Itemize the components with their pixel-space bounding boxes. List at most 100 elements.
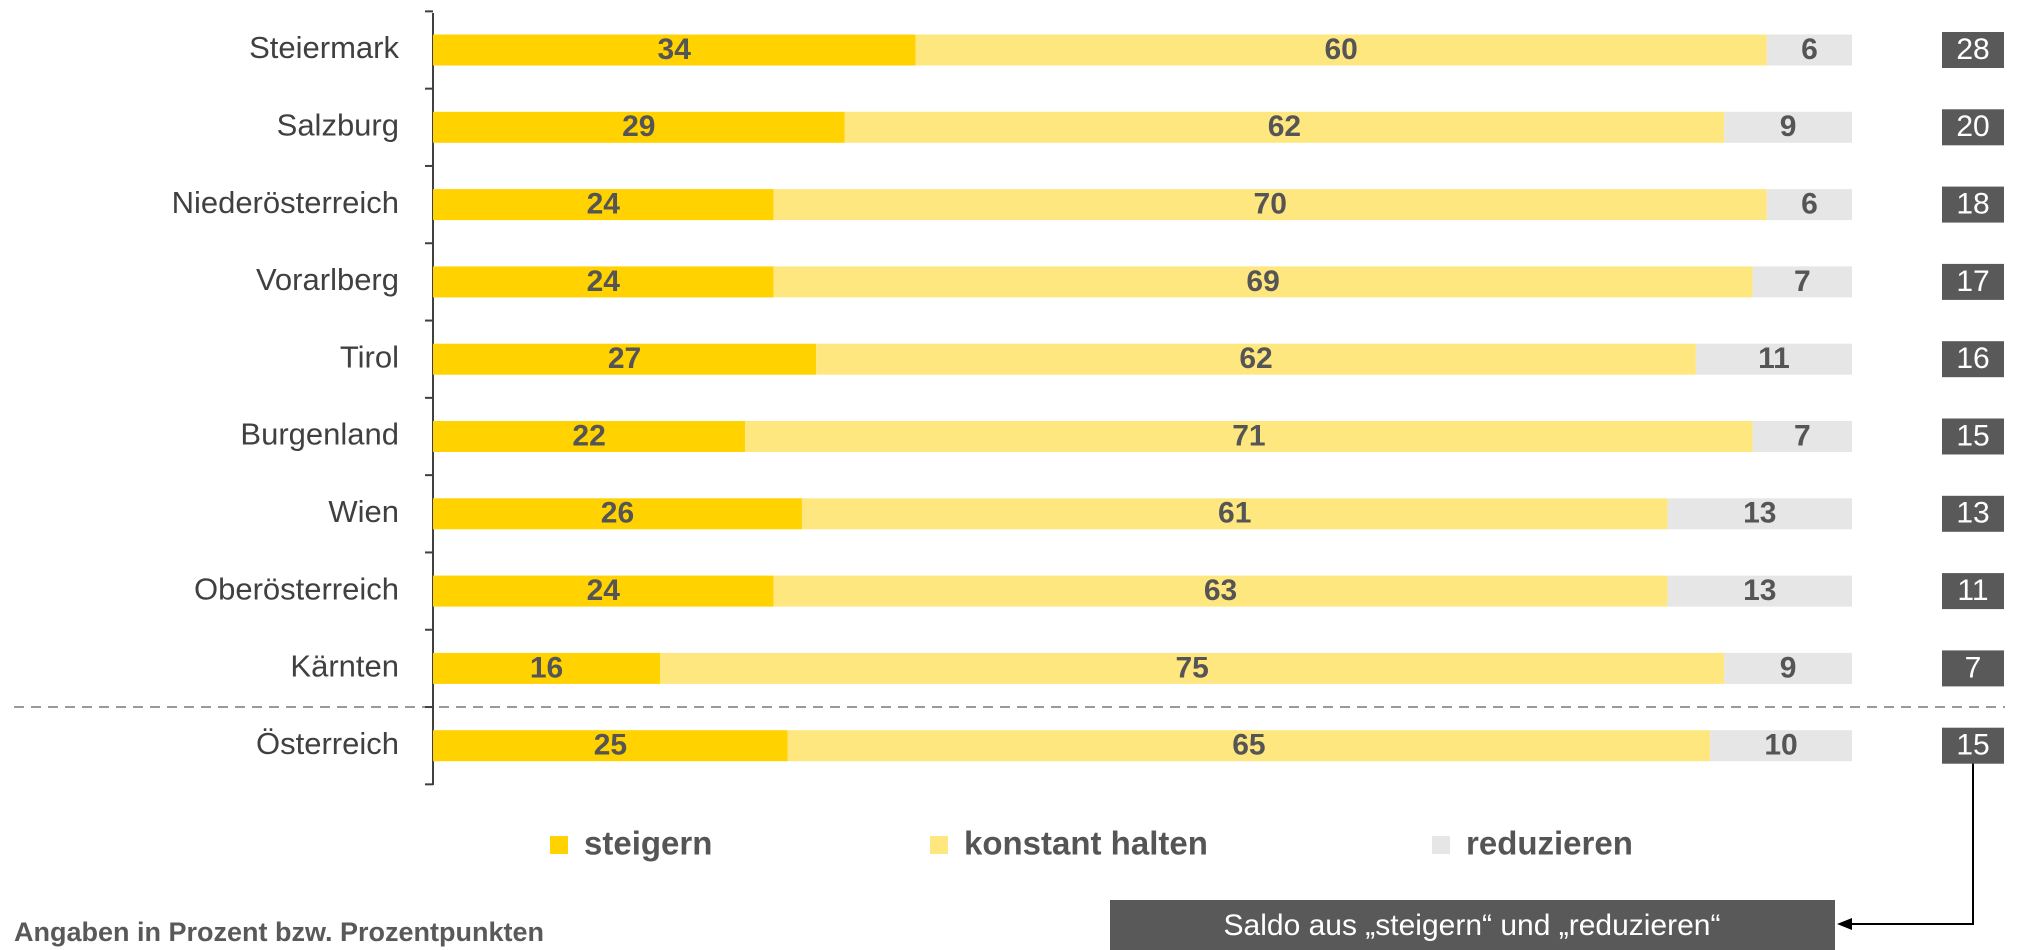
legend-label: steigern [584, 825, 712, 862]
category-label: Wien [328, 494, 399, 529]
data-label: 62 [1268, 110, 1301, 143]
saldo-box [1942, 418, 2004, 455]
bar-segment [433, 111, 845, 143]
category-label: Steiermark [249, 30, 399, 65]
data-label: 24 [587, 188, 621, 221]
legend-swatch [1432, 836, 1450, 854]
data-label: 75 [1175, 651, 1208, 684]
data-label: 6 [1801, 188, 1818, 221]
bar-segment [433, 498, 802, 530]
bar-segment [1752, 421, 1852, 452]
data-label: 24 [587, 574, 621, 607]
saldo-box [1942, 32, 2004, 68]
category-label: Österreich [256, 726, 399, 761]
saldo-label: 11 [1957, 574, 1988, 607]
legend-swatch [930, 836, 948, 854]
category-label: Tirol [340, 339, 399, 374]
bar-segment [915, 34, 1767, 66]
bar-segment [816, 343, 1696, 375]
data-label: 7 [1794, 265, 1811, 298]
saldo-box [1942, 650, 2004, 687]
annotation-box [1110, 900, 1835, 950]
bar-segment [844, 111, 1725, 143]
saldo-box [1942, 573, 2004, 610]
saldo-label: 7 [1965, 651, 1982, 684]
data-label: 9 [1780, 110, 1797, 143]
saldo-label: 16 [1956, 342, 1989, 375]
bar-segment [1667, 498, 1852, 530]
bar-segment [660, 652, 1725, 684]
bar-segment [1766, 189, 1852, 221]
data-label: 70 [1254, 188, 1287, 221]
bar-segment [1724, 111, 1852, 143]
saldo-label: 15 [1956, 419, 1989, 452]
data-label: 7 [1794, 419, 1811, 452]
category-label: Kärnten [290, 649, 399, 684]
category-label: Vorarlberg [256, 262, 399, 297]
annotation-arrow [1850, 762, 1974, 925]
saldo-label: 18 [1956, 188, 1989, 221]
data-label: 13 [1743, 574, 1776, 607]
bar-segment [787, 730, 1711, 762]
bar-segment [745, 421, 1753, 452]
bar-segment [773, 575, 1668, 607]
bar-segment [1695, 343, 1852, 375]
bar-segment [433, 652, 661, 684]
legend-swatch [550, 836, 568, 854]
data-label: 60 [1324, 33, 1357, 66]
footnote: Angaben in Prozent bzw. Prozentpunkten [14, 917, 544, 947]
saldo-label: 15 [1956, 729, 1989, 762]
data-label: 24 [587, 265, 621, 298]
bar-segment [433, 575, 774, 607]
data-label: 25 [594, 729, 627, 762]
bar-segment [1724, 652, 1852, 684]
data-label: 27 [608, 342, 641, 375]
saldo-label: 20 [1956, 110, 1989, 143]
bar-segment [1667, 575, 1852, 607]
category-label: Niederösterreich [172, 185, 399, 220]
data-label: 13 [1743, 497, 1776, 530]
saldo-label: 13 [1956, 497, 1989, 530]
bar-segment [773, 266, 1753, 298]
bar-segment [433, 266, 774, 298]
legend-label: reduzieren [1466, 825, 1633, 862]
arrow-head [1837, 918, 1852, 930]
saldo-box [1942, 109, 2004, 146]
annotation-text: Saldo aus „steigern“ und „reduzieren“ [1224, 909, 1721, 942]
saldo-box [1942, 495, 2004, 532]
data-label: 16 [530, 651, 563, 684]
bar-segment [1752, 266, 1852, 298]
data-label: 29 [622, 110, 655, 143]
saldo-box [1942, 727, 2004, 764]
bar-segment [801, 498, 1668, 530]
bar-segment [433, 421, 746, 452]
data-label: 34 [658, 33, 692, 66]
saldo-box [1942, 186, 2004, 223]
data-label: 65 [1232, 729, 1265, 762]
legend-label: konstant halten [964, 825, 1208, 862]
saldo-label: 28 [1956, 33, 1989, 66]
data-label: 61 [1218, 497, 1251, 530]
bar-segment [433, 189, 774, 221]
saldo-box [1942, 341, 2004, 378]
data-label: 6 [1801, 33, 1818, 66]
data-label: 10 [1764, 729, 1797, 762]
data-label: 62 [1239, 342, 1272, 375]
bar-segment [433, 730, 788, 762]
data-label: 71 [1232, 419, 1265, 452]
bar-segment [1710, 730, 1852, 762]
bar-segment [433, 343, 817, 375]
data-label: 63 [1204, 574, 1237, 607]
data-label: 9 [1780, 651, 1797, 684]
data-label: 11 [1758, 342, 1790, 375]
category-label: Oberösterreich [194, 571, 399, 606]
saldo-label: 17 [1956, 265, 1989, 298]
bar-segment [1766, 34, 1852, 66]
category-label: Burgenland [240, 417, 399, 452]
data-label: 26 [601, 497, 634, 530]
bar-segment [433, 34, 916, 66]
data-label: 69 [1246, 265, 1279, 298]
bar-segment [773, 189, 1767, 221]
data-label: 22 [572, 419, 605, 452]
